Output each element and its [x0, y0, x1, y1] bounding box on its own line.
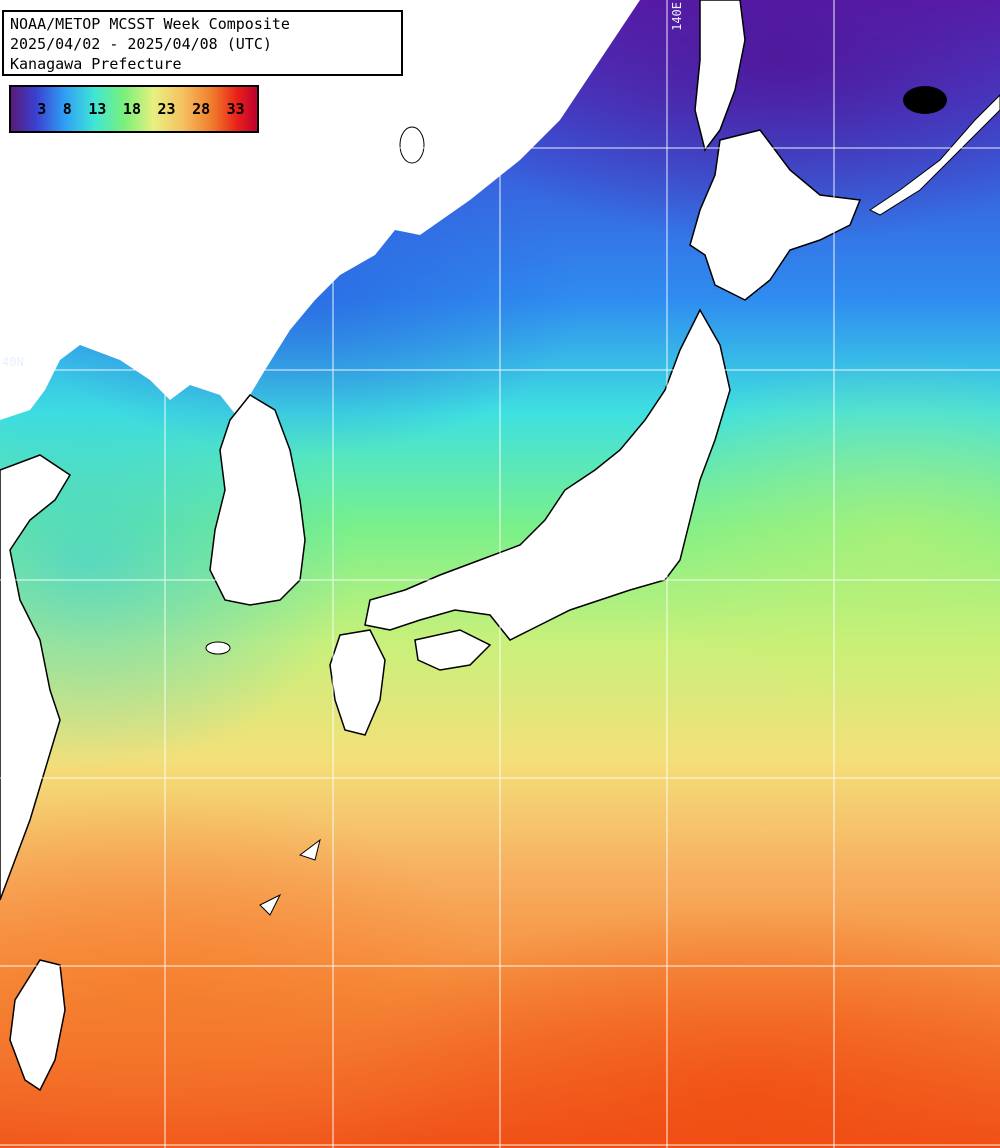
- kuril-islands: [869, 94, 1000, 216]
- korean-peninsula: [209, 394, 306, 606]
- ryukyu-islands: [259, 838, 321, 916]
- legend-tick: 33: [226, 100, 245, 118]
- title-line-region: Kanagawa Prefecture: [10, 55, 182, 73]
- china-coast: [0, 454, 72, 901]
- legend-tick: 18: [122, 100, 141, 118]
- jeju-island: [205, 641, 231, 655]
- kyushu: [329, 629, 386, 736]
- legend-tick: 3: [37, 100, 47, 118]
- kunashir-island: [903, 86, 947, 114]
- temperature-colorbar-legend: 3 8 13 18 23 28 33: [9, 85, 259, 133]
- map-title-box: NOAA/METOP MCSST Week Composite 2025/04/…: [2, 10, 403, 76]
- title-line-date-range: 2025/04/02 - 2025/04/08 (UTC): [10, 35, 272, 53]
- taiwan: [9, 959, 66, 1092]
- legend-tick: 23: [157, 100, 176, 118]
- hokkaido: [689, 129, 862, 301]
- sakhalin: [694, 0, 746, 152]
- legend-tick: 28: [192, 100, 211, 118]
- legend-tick: 13: [88, 100, 107, 118]
- honshu: [364, 308, 731, 641]
- title-line-product: NOAA/METOP MCSST Week Composite: [10, 15, 290, 33]
- latitude-label: 40N: [2, 355, 24, 369]
- shikoku: [414, 629, 492, 671]
- legend-tick: 8: [62, 100, 72, 118]
- russia-island: [399, 126, 425, 164]
- longitude-label: 140E: [670, 2, 684, 31]
